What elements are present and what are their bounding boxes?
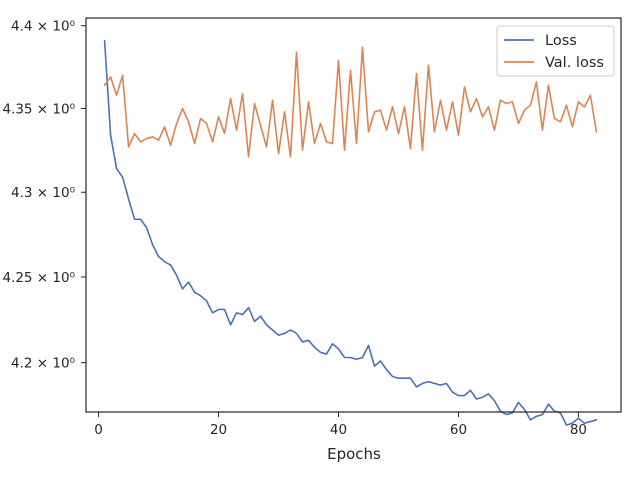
y-tick-label: 4.3 × 10⁰ [11,185,75,201]
legend-box [496,25,615,77]
x-tick-label: 20 [210,422,227,438]
y-tick-label: 4.25 × 10⁰ [2,270,75,286]
legend-label-loss: Loss [545,33,577,49]
x-tick-label: 80 [570,422,587,438]
x-tick-label: 40 [330,422,347,438]
series-line-val-loss [103,46,598,158]
y-tick-label: 4.35 × 10⁰ [2,102,75,118]
axes-frame [85,17,622,413]
x-axis: 0 20 40 60 80 [94,412,587,438]
x-axis-label: Epochs [327,445,381,463]
x-tick-label: 60 [450,422,467,438]
series-layer [103,39,598,426]
y-axis: 4.2 × 10⁰ 4.25 × 10⁰ 4.3 × 10⁰ 4.35 × 10⁰ 4.… [2,19,86,372]
x-tick-label: 0 [94,422,103,438]
legend-label-val-loss: Val. loss [545,55,604,71]
series-line-loss [103,39,598,426]
y-tick-label: 4.4 × 10⁰ [11,19,75,35]
legend: Loss Val. loss [496,25,615,77]
y-tick-label: 4.2 × 10⁰ [11,356,75,372]
